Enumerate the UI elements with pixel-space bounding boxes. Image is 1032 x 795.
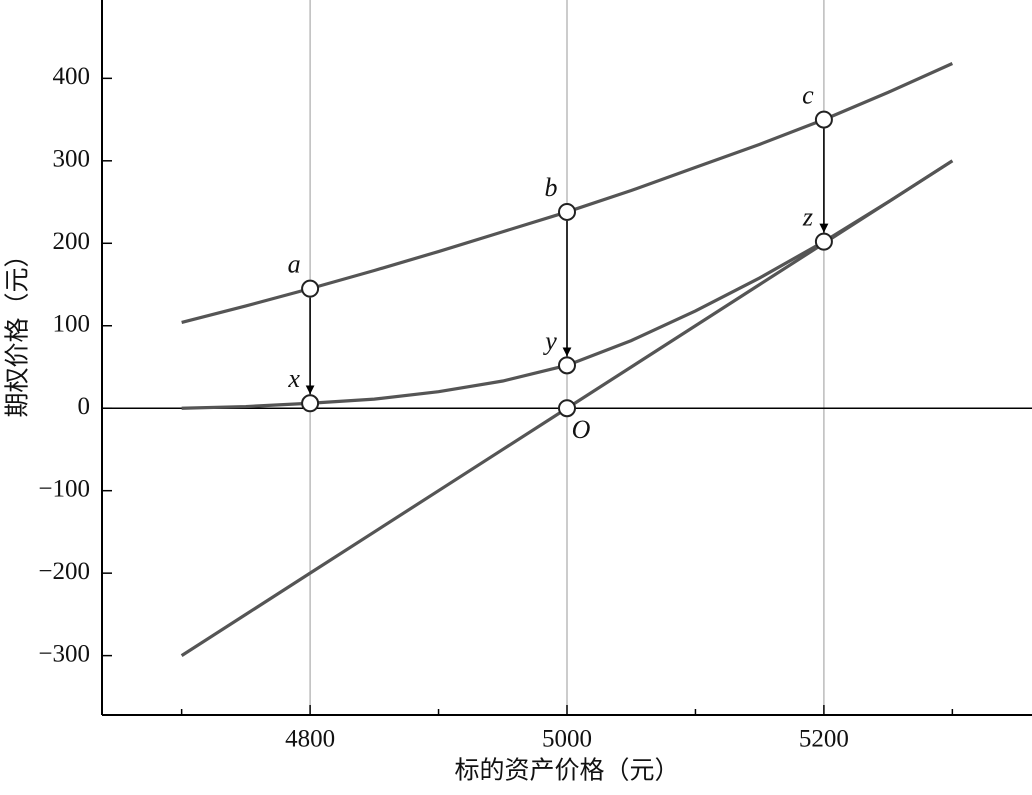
x-tick-label: 5000 — [542, 726, 592, 753]
y-tick-label: 0 — [78, 393, 91, 420]
point-marker — [301, 394, 320, 413]
y-tick-label: 300 — [53, 146, 91, 173]
x-tick-label: 4800 — [285, 726, 335, 753]
point-label: z — [802, 203, 813, 232]
y-tick-label: −300 — [38, 640, 90, 667]
y-axis-title: 期权价格（元） — [4, 242, 32, 417]
point-label: x — [287, 364, 300, 393]
point-label: y — [542, 326, 557, 355]
point-marker — [558, 356, 576, 375]
point-marker — [814, 110, 833, 129]
point-label: c — [802, 81, 814, 110]
point-label: b — [545, 173, 558, 202]
y-tick-label: 100 — [53, 310, 91, 337]
y-tick-label: −100 — [38, 475, 90, 502]
x-axis-title: 标的资产价格（元） — [454, 757, 679, 785]
point-marker — [558, 202, 576, 221]
y-tick-label: 400 — [53, 63, 91, 90]
point-marker — [301, 279, 320, 298]
point-label: O — [572, 415, 591, 444]
y-tick-label: −200 — [38, 558, 90, 585]
y-tick-label: 200 — [53, 228, 91, 255]
point-marker — [558, 399, 576, 418]
x-tick-label: 5200 — [799, 726, 849, 753]
point-label: a — [288, 250, 301, 279]
point-marker — [814, 232, 833, 251]
